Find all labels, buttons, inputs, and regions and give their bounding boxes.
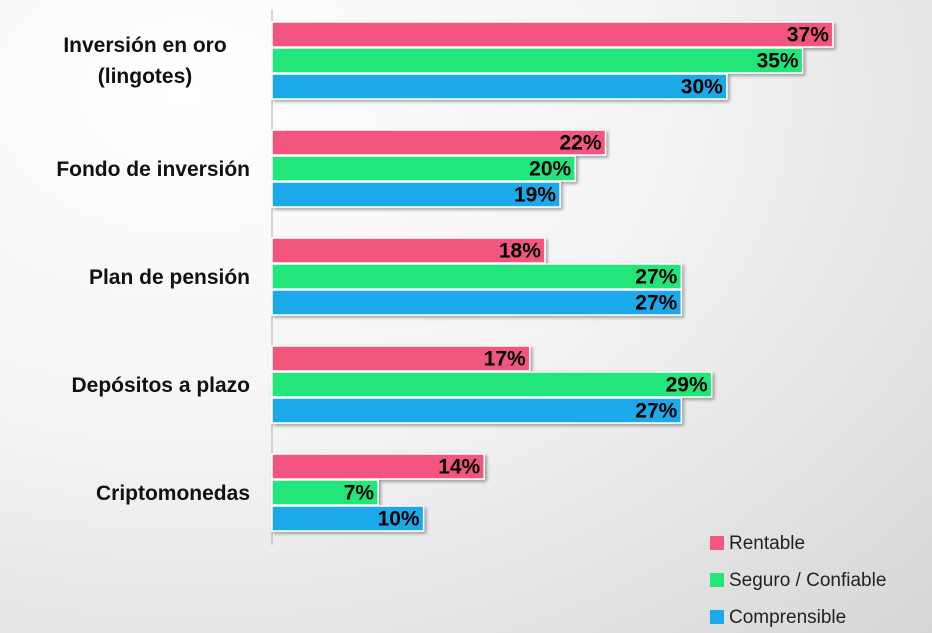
value-label: 14% <box>438 456 480 479</box>
bar <box>271 479 379 506</box>
legend-swatch <box>710 610 724 624</box>
value-label: 22% <box>559 132 601 155</box>
bar <box>271 129 607 156</box>
legend-label: Rentable <box>729 533 805 554</box>
bar <box>271 397 683 424</box>
bar <box>271 237 546 264</box>
category-label: Fondo de inversión <box>0 130 250 208</box>
bar <box>271 73 728 100</box>
value-label: 17% <box>484 348 526 371</box>
bar <box>271 263 683 290</box>
value-label: 27% <box>635 292 677 315</box>
category-text: Plan de pensión <box>88 265 250 289</box>
category-text: Inversión en oro (lingotes) <box>63 34 227 88</box>
bar <box>271 345 531 372</box>
value-label: 29% <box>666 374 708 397</box>
value-label: 20% <box>529 158 571 181</box>
category-text: Depósitos a plazo <box>71 373 250 397</box>
bar <box>271 155 576 182</box>
category-label: Plan de pensión <box>0 238 250 316</box>
bar <box>271 289 683 316</box>
value-label: 10% <box>378 508 420 531</box>
bar <box>271 371 713 398</box>
value-label: 27% <box>635 400 677 423</box>
legend-swatch <box>710 536 724 550</box>
bar <box>271 505 425 532</box>
category-text: Criptomonedas <box>95 481 250 505</box>
value-label: 7% <box>344 482 375 505</box>
value-label: 35% <box>757 50 799 73</box>
value-label: 30% <box>681 76 723 99</box>
category-label: Criptomonedas <box>0 454 250 532</box>
bar <box>271 453 485 480</box>
bar <box>271 181 561 208</box>
value-label: 37% <box>787 24 829 47</box>
value-label: 19% <box>514 184 556 207</box>
category-label: Depósitos a plazo <box>0 346 250 424</box>
value-label: 18% <box>499 240 541 263</box>
bar <box>271 21 834 48</box>
legend-label: Seguro / Confiable <box>729 570 886 591</box>
legend-label: Comprensible <box>729 607 846 628</box>
category-text: Fondo de inversión <box>56 157 250 181</box>
category-label: Inversión en oro (lingotes) <box>0 22 250 100</box>
legend-swatch <box>710 573 724 587</box>
value-label: 27% <box>635 266 677 289</box>
bar <box>271 47 804 74</box>
